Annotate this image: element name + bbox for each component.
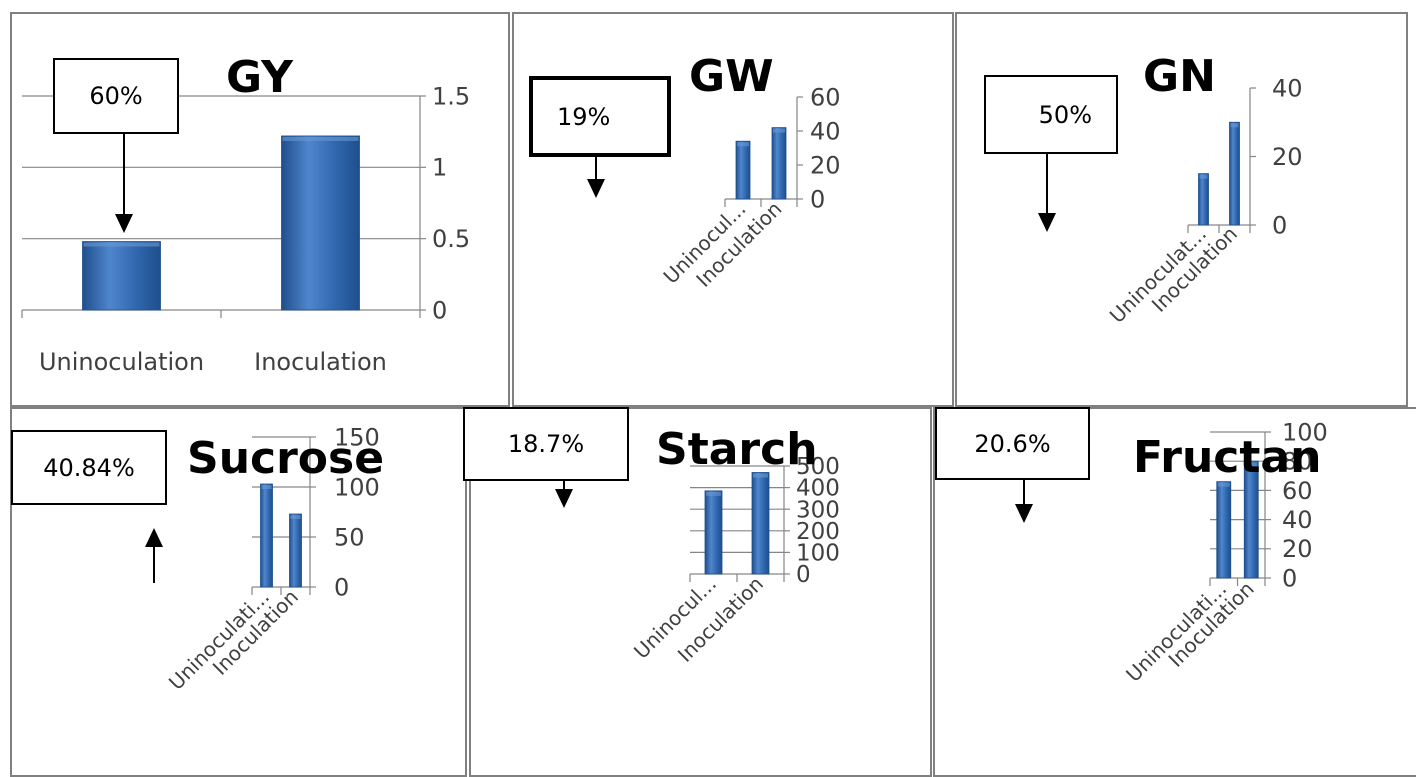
y-tick-label: 200 — [796, 519, 840, 545]
bar — [771, 127, 787, 200]
bar — [281, 135, 360, 311]
change-label-gw: 19% — [529, 76, 671, 157]
chart-title-starch: Starch — [656, 424, 818, 475]
bar-highlight — [773, 128, 785, 133]
bar — [289, 513, 302, 588]
y-tick-label: 40 — [1272, 74, 1303, 102]
change-label-fructan: 20.6% — [935, 407, 1090, 480]
chart-title-gy: GY — [226, 52, 294, 103]
change-label-sucrose: 40.84% — [11, 430, 167, 505]
bar — [1216, 481, 1232, 579]
bar-highlight — [737, 142, 749, 147]
y-tick-label: 60 — [810, 83, 841, 111]
y-tick-label: 0 — [432, 296, 447, 324]
y-tick-label: 1.5 — [432, 82, 470, 110]
arrow-down-icon — [1015, 480, 1033, 523]
y-tick-label: 500 — [796, 454, 840, 480]
x-category-label: Uninoculation — [39, 348, 204, 376]
chart-title-gn: GN — [1143, 51, 1216, 102]
bar-highlight — [1217, 482, 1230, 487]
y-tick-label: 20 — [1272, 143, 1303, 171]
arrow-down-icon — [587, 153, 605, 198]
chart-title-gw: GW — [689, 51, 774, 102]
y-tick-label: 0 — [810, 185, 825, 213]
y-tick-label: 100 — [334, 473, 380, 501]
y-tick-label: 50 — [334, 523, 365, 551]
bar-highlight — [83, 242, 160, 247]
y-tick-label: 80 — [1282, 448, 1313, 476]
change-label-gy: 60% — [53, 58, 179, 134]
y-tick-label: 1 — [432, 154, 447, 182]
y-tick-label: 0 — [796, 562, 811, 588]
bar — [1243, 460, 1259, 579]
chart-title-fructan: Fructan — [1133, 432, 1322, 483]
y-tick-label: 400 — [796, 476, 840, 502]
change-label-gn: 50% — [984, 75, 1118, 154]
bar-highlight — [290, 515, 301, 519]
y-tick-label: 20 — [810, 151, 841, 179]
arrow-down-icon — [1038, 153, 1056, 232]
bar — [1198, 173, 1209, 226]
x-category-label: Inoculation — [254, 348, 387, 376]
y-tick-label: 0.5 — [432, 225, 470, 253]
bar — [260, 483, 273, 588]
y-tick-label: 60 — [1282, 477, 1313, 505]
y-tick-label: 0 — [334, 573, 349, 601]
arrow-up-icon — [145, 528, 163, 583]
y-tick-label: 0 — [1272, 211, 1287, 239]
y-tick-label: 100 — [1282, 418, 1328, 446]
bar-highlight — [1245, 462, 1258, 467]
bar-highlight — [261, 485, 272, 489]
bar-highlight — [1199, 174, 1208, 179]
chart-title-sucrose: Sucrose — [187, 433, 385, 484]
bar-highlight — [1230, 123, 1239, 128]
bar — [735, 140, 751, 200]
arrow-down-icon — [555, 481, 573, 508]
bar-highlight — [706, 491, 721, 496]
y-tick-label: 40 — [1282, 506, 1313, 534]
y-tick-label: 20 — [1282, 535, 1313, 563]
bar — [1229, 121, 1240, 226]
arrow-down-icon — [115, 134, 133, 233]
bar-highlight — [753, 473, 768, 478]
bar — [82, 241, 161, 311]
change-label-starch: 18.7% — [463, 407, 629, 481]
y-tick-label: 150 — [334, 423, 380, 451]
bar-highlight — [282, 136, 359, 141]
y-tick-label: 100 — [796, 540, 840, 566]
y-tick-label: 300 — [796, 497, 840, 523]
bar — [751, 472, 770, 575]
bar — [704, 490, 723, 575]
y-tick-label: 0 — [1282, 564, 1297, 592]
y-tick-label: 40 — [810, 117, 841, 145]
